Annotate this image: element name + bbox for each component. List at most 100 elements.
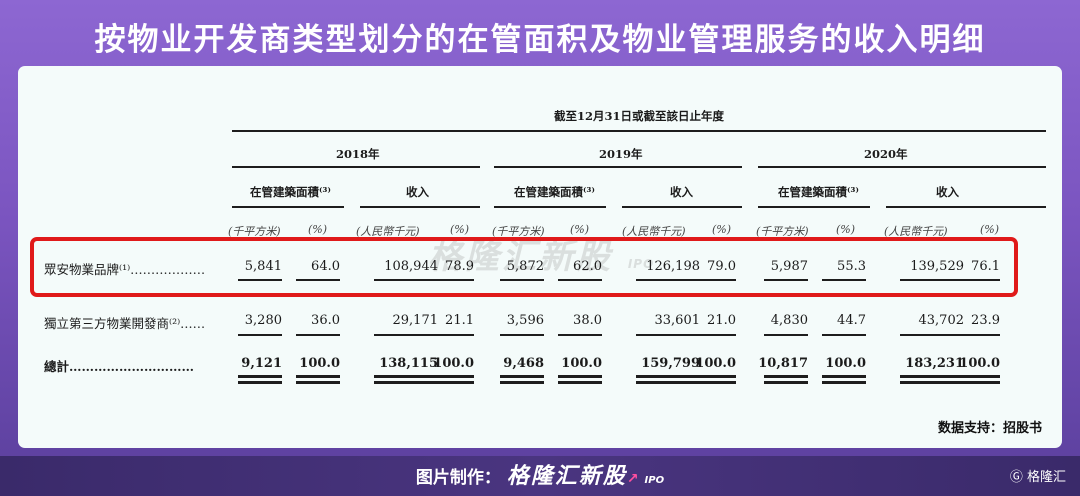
table-cell: 23.9 — [971, 313, 1000, 328]
table-cell: 100.0 — [299, 356, 340, 371]
table-cell: 126,198 — [646, 259, 700, 274]
cell-rule — [374, 334, 438, 336]
total-double-rule — [636, 375, 700, 378]
row-label-third-party: 獨立第三方物業開發商⁽²⁾…… — [44, 316, 206, 331]
total-double-rule — [822, 381, 866, 384]
unit-area-2020: (千平方米) — [756, 225, 809, 238]
rule-group-5 — [758, 206, 870, 208]
table-cell: 21.0 — [707, 313, 736, 328]
table-cell: 100.0 — [433, 356, 474, 371]
year-2020: 2020年 — [864, 147, 908, 161]
table-cell: 100.0 — [825, 356, 866, 371]
cell-rule — [500, 279, 544, 281]
rule-year-2019 — [494, 166, 742, 168]
cell-rule — [558, 279, 602, 281]
cell-rule — [822, 334, 866, 336]
total-double-rule — [692, 375, 736, 378]
footer-credit: 图片制作： 格隆汇新股↗ IPO — [0, 458, 1080, 490]
table-cell: 78.9 — [445, 259, 474, 274]
cell-rule — [430, 334, 474, 336]
total-double-rule — [558, 375, 602, 378]
footer-logo: Ⓖ 格隆汇 — [1009, 470, 1066, 485]
source-note: 数据支持：招股书 — [937, 421, 1042, 436]
cell-rule — [374, 279, 438, 281]
total-double-rule — [500, 375, 544, 378]
total-double-rule — [764, 381, 808, 384]
unit-rmb-2020: (人民幣千元) — [884, 225, 948, 238]
rule-year-2020 — [758, 166, 1046, 168]
watermark: 格隆汇新股 IPO — [428, 237, 655, 277]
total-double-rule — [374, 375, 438, 378]
group-area-2019: 在管建築面積⁽³⁾ — [514, 185, 595, 199]
table-cell: 4,830 — [770, 313, 808, 328]
total-double-rule — [500, 381, 544, 384]
highlight-box — [30, 237, 1018, 297]
unit-area-2019: (千平方米) — [492, 225, 545, 238]
footer-bar — [0, 456, 1080, 496]
table-cell: 5,841 — [244, 259, 282, 274]
table-panel: 截至12月31日或截至該日止年度 2018年 2019年 2020年 在管建築面… — [18, 66, 1062, 448]
table-cell: 9,121 — [241, 356, 282, 371]
financial-table: 截至12月31日或截至該日止年度 2018年 2019年 2020年 在管建築面… — [18, 66, 1062, 448]
rule-year-2018 — [232, 166, 480, 168]
table-cell: 108,944 — [384, 259, 438, 274]
period-header: 截至12月31日或截至該日止年度 — [554, 109, 725, 123]
unit-pct-2018: (%) — [308, 223, 328, 236]
table-cell: 21.1 — [445, 313, 474, 328]
cell-rule — [238, 279, 282, 281]
unit-pct2-2020: (%) — [980, 223, 1000, 236]
unit-pct-2019: (%) — [570, 223, 590, 236]
page-title: 按物业开发商类型划分的在管面积及物业管理服务的收入明细 — [94, 22, 986, 58]
table-cell: 38.0 — [573, 313, 602, 328]
cell-rule — [956, 279, 1000, 281]
table-cell: 62.0 — [573, 259, 602, 274]
cell-rule — [822, 279, 866, 281]
table-cell: 100.0 — [959, 356, 1000, 371]
total-double-rule — [956, 381, 1000, 384]
arrow-up-icon: ↗ — [626, 471, 639, 487]
unit-rmb-2018: (人民幣千元) — [356, 225, 420, 238]
group-revenue-2020: 收入 — [936, 185, 959, 199]
rule-group-2 — [360, 206, 480, 208]
table-cell: 10,817 — [758, 356, 808, 371]
cell-rule — [558, 334, 602, 336]
cell-rule — [692, 279, 736, 281]
table-cell: 55.3 — [837, 259, 866, 274]
table-cell: 29,171 — [392, 313, 439, 328]
unit-area-2018: (千平方米) — [228, 225, 281, 238]
row-label-total: 總計………………………… — [44, 359, 195, 374]
table-cell: 139,529 — [910, 259, 964, 274]
table-cell: 43,702 — [918, 313, 965, 328]
rule-group-3 — [494, 206, 606, 208]
table-cell: 138,115 — [379, 356, 438, 371]
table-cell: 183,231 — [905, 356, 964, 371]
cell-rule — [764, 279, 808, 281]
total-double-rule — [238, 381, 282, 384]
cell-rule — [692, 334, 736, 336]
total-double-rule — [238, 375, 282, 378]
unit-rmb-2019: (人民幣千元) — [622, 225, 686, 238]
table-cell: 100.0 — [561, 356, 602, 371]
cell-rule — [764, 334, 808, 336]
unit-pct2-2018: (%) — [450, 223, 470, 236]
table-cell: 3,596 — [506, 313, 544, 328]
rule-group-4 — [622, 206, 742, 208]
table-cell: 33,601 — [654, 313, 701, 328]
total-double-rule — [296, 381, 340, 384]
cell-rule — [238, 334, 282, 336]
year-2019: 2019年 — [599, 147, 643, 161]
table-cell: 5,872 — [506, 259, 544, 274]
total-double-rule — [822, 375, 866, 378]
total-double-rule — [636, 381, 700, 384]
cell-rule — [900, 334, 964, 336]
credit-brand: 格隆汇新股 — [506, 464, 627, 489]
cell-rule — [636, 334, 700, 336]
table-cell: 64.0 — [311, 259, 340, 274]
cell-rule — [500, 334, 544, 336]
total-double-rule — [764, 375, 808, 378]
table-cell: 44.7 — [837, 313, 866, 328]
table-cell: 79.0 — [707, 259, 736, 274]
credit-ipo: IPO — [644, 475, 665, 486]
cell-rule — [296, 334, 340, 336]
cell-rule — [296, 279, 340, 281]
